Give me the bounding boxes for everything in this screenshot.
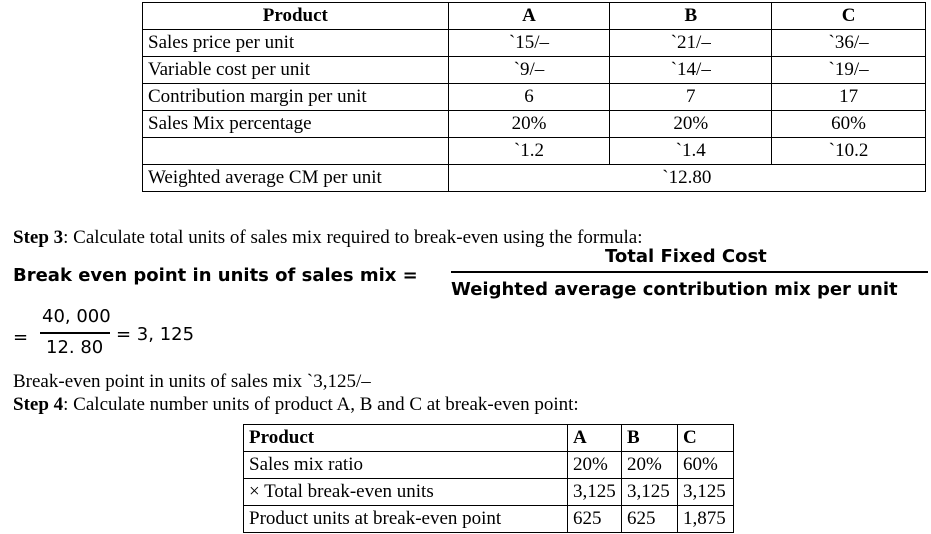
table-cell: Contribution margin per unit [142, 83, 449, 111]
step3-label: Step 3 [13, 227, 64, 248]
calc-numerator: 40, 000 [42, 306, 111, 327]
table-row: Product units at break-even point 625 62… [243, 505, 734, 533]
formula-fraction-bar [451, 271, 928, 273]
table-cell: Variable cost per unit [142, 56, 449, 84]
table-header-cell: A [447, 2, 611, 30]
table-row: Weighted average CM per unit `12.80 [142, 164, 927, 192]
table-cell: Sales Mix percentage [142, 110, 449, 138]
calc-denominator: 12. 80 [46, 337, 104, 358]
table-cell: `1.2 [447, 137, 611, 165]
table-row: Variable cost per unit `9/– `14/– `19/– [142, 56, 926, 84]
table-cell: × Total break-even units [243, 478, 568, 506]
step3-text: : Calculate total units of sales mix req… [63, 227, 643, 248]
table-cell: 20% [621, 451, 678, 479]
table-cell: `21/– [609, 29, 773, 57]
table-cell: 20% [567, 451, 622, 479]
calc-equals: = [13, 327, 29, 348]
table-cell: `15/– [447, 29, 611, 57]
formula-lhs: Break even point in units of sales mix = [13, 265, 418, 286]
table-cell: 17 [771, 83, 926, 111]
table-cell: `36/– [771, 29, 926, 57]
table-cell: Sales price per unit [142, 29, 449, 57]
step4-label: Step 4 [13, 394, 64, 415]
table-cell: `10.2 [771, 137, 926, 165]
table-row: Sales Mix percentage 20% 20% 60% [142, 110, 926, 138]
table-row: × Total break-even units 3,125 3,125 3,1… [243, 478, 734, 506]
step3-line: Step 3: Calculate total units of sales m… [13, 226, 643, 250]
table-cell: `19/– [771, 56, 926, 84]
table-header-cell: C [677, 424, 734, 452]
table-cell [142, 137, 449, 165]
weighted-cm-label: Weighted average CM per unit [142, 164, 449, 192]
table-header-cell: C [771, 2, 926, 30]
table-cell: Sales mix ratio [243, 451, 568, 479]
table-cell: 7 [609, 83, 773, 111]
step4-line: Step 4: Calculate number units of produc… [13, 393, 579, 417]
table-cell: 3,125 [677, 478, 734, 506]
table-row: Sales price per unit `15/– `21/– `36/– [142, 29, 926, 57]
table-header-row: Product A B C [142, 2, 926, 30]
table-cell: 3,125 [567, 478, 622, 506]
table-cell: 6 [447, 83, 611, 111]
table-cell: `1.4 [609, 137, 773, 165]
table-cell: 60% [677, 451, 734, 479]
table-header-row: Product A B C [243, 424, 734, 452]
table-cell: 20% [609, 110, 773, 138]
table-row: Sales mix ratio 20% 20% 60% [243, 451, 734, 479]
breakeven-units-table: Product A B C Sales mix ratio 20% 20% 60… [243, 424, 734, 533]
bep-text: Break-even point in units of sales mix `… [13, 371, 371, 392]
table-cell: 1,875 [677, 505, 734, 533]
calc-result: = 3, 125 [116, 324, 195, 345]
formula-numerator: Total Fixed Cost [605, 246, 767, 267]
table-cell: 20% [447, 110, 611, 138]
calc-fraction-bar [40, 332, 110, 334]
weighted-cm-value: `12.80 [447, 164, 927, 192]
table-cell: 3,125 [621, 478, 678, 506]
formula-denominator: Weighted average contribution mix per un… [451, 279, 898, 300]
step4-text: : Calculate number units of product A, B… [63, 394, 579, 415]
table-header-cell: B [621, 424, 678, 452]
table-cell: Product units at break-even point [243, 505, 568, 533]
table-cell: 625 [567, 505, 622, 533]
table-header-cell: A [567, 424, 622, 452]
contribution-table: Product A B C Sales price per unit `15/–… [142, 2, 927, 192]
table-cell: 625 [621, 505, 678, 533]
table-cell: 60% [771, 110, 926, 138]
table-row: `1.2 `1.4 `10.2 [142, 137, 926, 165]
table-cell: `9/– [447, 56, 611, 84]
table-header-cell: B [609, 2, 773, 30]
table-header-cell: Product [142, 2, 449, 30]
table-header-cell: Product [243, 424, 568, 452]
table-row: Contribution margin per unit 6 7 17 [142, 83, 926, 111]
table-cell: `14/– [609, 56, 773, 84]
